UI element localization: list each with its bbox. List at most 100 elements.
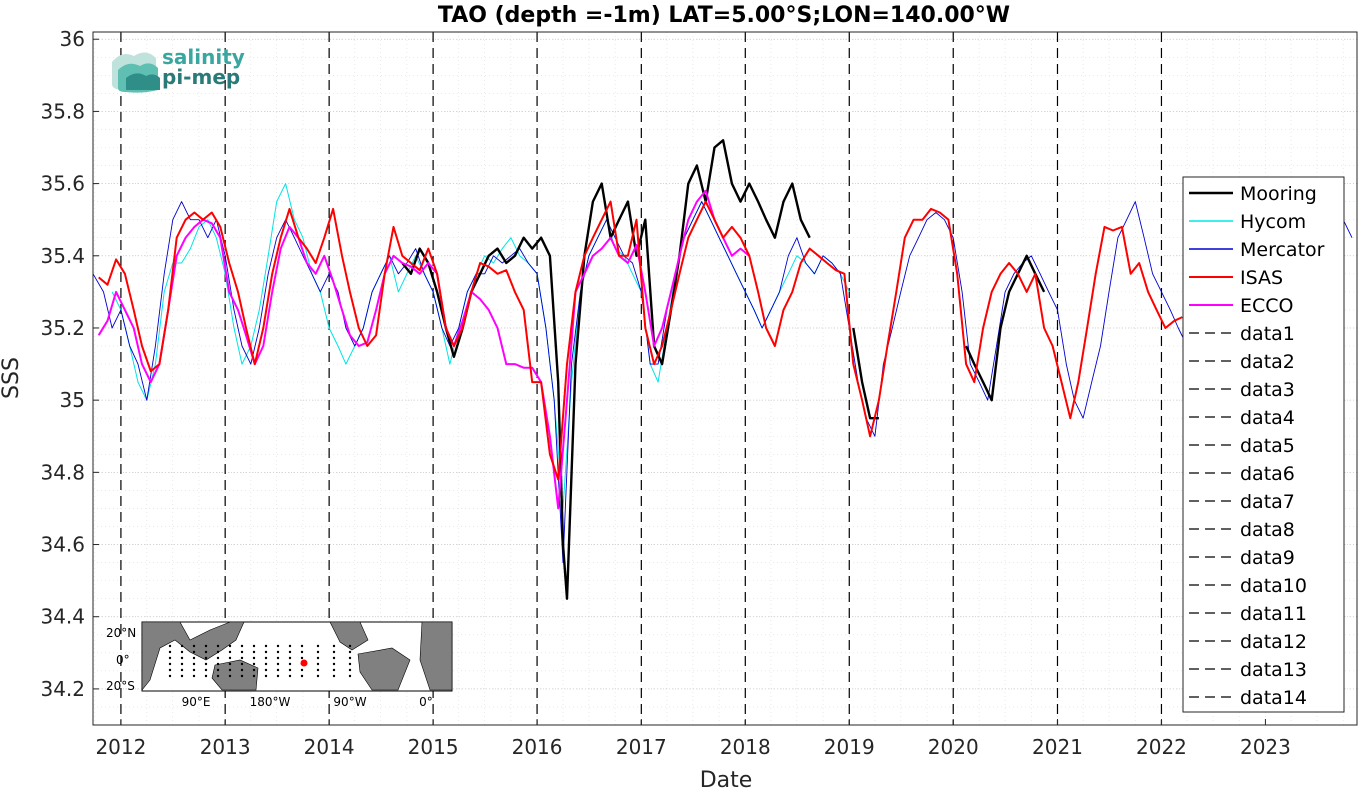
inset-buoy-dot	[180, 644, 184, 648]
inset-buoy-dot	[192, 650, 196, 654]
salinity-pi-mep-logo: salinity pi-mep	[112, 45, 245, 93]
legend-item-mercator: Mercator	[1189, 239, 1325, 261]
inset-buoy-dot	[216, 650, 220, 654]
y-tick-label: 35.4	[40, 244, 85, 268]
inset-buoy-dot	[348, 650, 352, 654]
legend-item-data9: data9	[1189, 547, 1295, 569]
y-tick-label: 34.2	[40, 677, 85, 701]
legend-item-data6: data6	[1189, 463, 1295, 485]
inset-buoy-dot	[216, 644, 220, 648]
x-tick-label: 2017	[616, 735, 667, 759]
inset-buoy-dot	[252, 662, 256, 666]
inset-buoy-dot	[276, 650, 280, 654]
inset-buoy-dot	[316, 656, 320, 660]
x-tick-label: 2019	[824, 735, 875, 759]
inset-map: 20°N 0° 20°S 90°E 180°W 90°W 0°	[106, 621, 453, 709]
legend-item-data1: data1	[1189, 323, 1295, 345]
legend-item-data14: data14	[1189, 687, 1307, 709]
inset-buoy-dot	[216, 662, 220, 666]
inset-buoy-dot	[348, 644, 352, 648]
legend-label: data4	[1240, 407, 1295, 429]
inset-buoy-dot	[332, 662, 336, 666]
legend-label: data14	[1240, 687, 1307, 709]
inset-buoy-dot	[252, 674, 256, 678]
inset-landmass-south-america	[357, 647, 411, 691]
x-tick-label: 2020	[928, 735, 979, 759]
x-tick-label: 2023	[1240, 735, 1291, 759]
inset-landmass-north-america	[329, 621, 369, 651]
inset-buoy-dot	[276, 656, 280, 660]
inset-buoy-dot	[264, 656, 268, 660]
legend-label: data10	[1240, 575, 1307, 597]
inset-buoy-dot	[264, 668, 268, 672]
inset-buoy-dot	[168, 644, 172, 648]
inset-buoy-dot	[332, 650, 336, 654]
inset-buoy-dot	[180, 668, 184, 672]
legend-item-hycom: Hycom	[1189, 211, 1306, 233]
inset-buoy-dot	[204, 650, 208, 654]
inset-lon-label-0: 0°	[419, 695, 433, 709]
inset-selected-location	[300, 659, 308, 667]
inset-buoy-dot	[192, 674, 196, 678]
dashed-year-lines	[120, 32, 1163, 725]
series-layer	[92, 139, 1353, 600]
inset-buoy-dot	[228, 650, 232, 654]
inset-buoy-dot	[252, 650, 256, 654]
inset-lon-label-90w: 90°W	[333, 695, 366, 709]
inset-buoy-dot	[348, 674, 352, 678]
inset-buoy-dot	[300, 644, 304, 648]
x-tick-label: 2022	[1136, 735, 1187, 759]
x-tick-label: 2018	[720, 735, 771, 759]
inset-buoy-dot	[300, 650, 304, 654]
inset-buoy-dot	[228, 656, 232, 660]
y-tick-label: 35.8	[40, 99, 85, 123]
legend-label: data3	[1240, 379, 1295, 401]
inset-buoy-dot	[204, 662, 208, 666]
inset-buoy-dot	[316, 668, 320, 672]
y-tick-label: 34.4	[40, 605, 85, 629]
x-tick-label: 2014	[304, 735, 355, 759]
legend-label: Hycom	[1240, 211, 1306, 233]
inset-buoy-dot	[316, 644, 320, 648]
inset-buoy-dot	[276, 674, 280, 678]
inset-buoy-dot	[276, 644, 280, 648]
plot-frame	[92, 31, 1358, 726]
inset-buoy-dot	[300, 668, 304, 672]
y-tick-label: 36	[60, 27, 85, 51]
legend-item-data2: data2	[1189, 351, 1295, 373]
legend-label: data1	[1240, 323, 1295, 345]
legend-item-isas: ISAS	[1189, 267, 1283, 289]
logo-text-salinity: salinity	[162, 45, 245, 69]
legend-item-mooring: Mooring	[1189, 183, 1317, 205]
legend-item-data11: data11	[1189, 603, 1307, 625]
series-line-isas	[98, 200, 1183, 481]
inset-buoy-dot	[288, 650, 292, 654]
inset-buoy-dots	[168, 644, 352, 678]
inset-buoy-dot	[316, 662, 320, 666]
inset-buoy-dot	[216, 674, 220, 678]
inset-buoy-dot	[252, 656, 256, 660]
inset-buoy-dot	[180, 650, 184, 654]
inset-lat-label-20n: 20°N	[106, 626, 136, 640]
inset-buoy-dot	[240, 644, 244, 648]
inset-lon-label-180w: 180°W	[250, 695, 291, 709]
legend-item-data10: data10	[1189, 575, 1307, 597]
x-tick-label: 2015	[408, 735, 459, 759]
inset-buoy-dot	[288, 668, 292, 672]
x-tick-label: 2013	[200, 735, 251, 759]
inset-buoy-dot	[288, 662, 292, 666]
inset-buoy-dot	[264, 674, 268, 678]
legend-item-data12: data12	[1189, 631, 1307, 653]
logo-wave-front	[126, 73, 160, 90]
inset-buoy-dot	[168, 668, 172, 672]
inset-buoy-dot	[300, 656, 304, 660]
legend-label: data11	[1240, 603, 1307, 625]
legend-label: Mercator	[1240, 239, 1325, 261]
plot-background	[93, 32, 1358, 725]
inset-buoy-dot	[216, 656, 220, 660]
inset-buoy-dot	[192, 656, 196, 660]
y-axis-ticks: 34.2 34.4 34.6 34.8 35 35.2 35.4 35.6 35.8 36	[40, 27, 99, 701]
chart-title: TAO (depth =-1m) LAT=5.00°S;LON=140.00°W	[438, 3, 1010, 28]
inset-buoy-dot	[288, 644, 292, 648]
inset-buoy-dot	[264, 662, 268, 666]
